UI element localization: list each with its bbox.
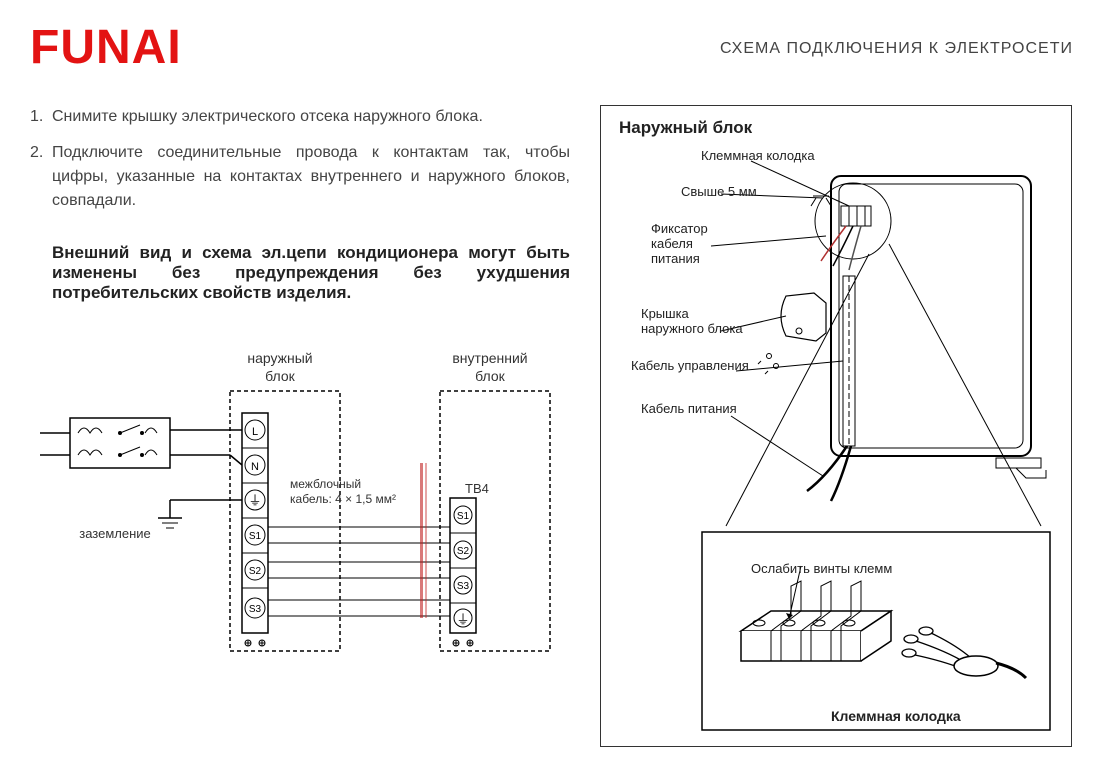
brand-logo: FUNAI (30, 20, 182, 75)
svg-text:S2: S2 (457, 546, 470, 557)
svg-text:S2: S2 (249, 566, 262, 577)
instruction-text: Снимите крышку электрического отсека нар… (52, 105, 483, 129)
svg-text:S3: S3 (249, 604, 262, 615)
warning-text: Внешний вид и схема эл.цепи кондиционера… (52, 243, 570, 303)
terminal-block-label-2: Клеммная колодка (831, 708, 961, 724)
svg-text:N: N (251, 461, 259, 473)
svg-text:L: L (252, 426, 258, 438)
indoor-block-label: внутренний (452, 350, 527, 366)
instruction-text: Подключите соединительные провода к конт… (52, 141, 570, 213)
svg-text:S1: S1 (249, 531, 262, 542)
wiring-schematic: наружный блок внутренний блок (30, 343, 570, 663)
instruction-item: 1. Снимите крышку электрического отсека … (30, 105, 570, 129)
cover-label: Крышка наружного блока (641, 306, 743, 336)
page-title: СХЕМА ПОДКЛЮЧЕНИЯ К ЭЛЕКТРОСЕТИ (720, 40, 1073, 58)
loosen-screws-label: Ослабить винты клемм (751, 561, 892, 576)
over-5mm-label: Свыше 5 мм (681, 184, 757, 199)
terminal-block-label: Клеммная колодка (701, 148, 815, 163)
indoor-block-label2: блок (475, 368, 506, 384)
svg-text:⏚: ⏚ (456, 612, 469, 627)
instructions-list: 1. Снимите крышку электрического отсека … (30, 105, 570, 213)
svg-text:ТВ4: ТВ4 (465, 481, 489, 496)
cable-fixer-label: Фиксатор кабеля питания (651, 221, 708, 266)
outdoor-block-label2: блок (265, 368, 296, 384)
outdoor-terminals: L N ⏚ S1 S2 S3 (242, 413, 268, 646)
right-diagram-panel: Наружный блок (600, 105, 1072, 747)
power-cable-label: Кабель питания (641, 401, 737, 416)
svg-text:S3: S3 (457, 581, 470, 592)
instruction-number: 2. (30, 141, 52, 213)
outdoor-unit-diagram (601, 136, 1071, 546)
instruction-number: 1. (30, 105, 52, 129)
cable-label-1: межблочный (290, 477, 361, 491)
svg-text:⏚: ⏚ (248, 493, 261, 508)
ground-label: заземление (79, 526, 151, 541)
outdoor-block-frame (230, 391, 340, 651)
cable-label-2: кабель: 4 × 1,5 мм² (290, 492, 396, 506)
control-cable-label: Кабель управления (631, 358, 749, 373)
svg-text:S1: S1 (457, 511, 470, 522)
power-input (70, 418, 170, 468)
indoor-terminals: ТВ4 S1 S2 S3 ⏚ (450, 481, 489, 646)
outdoor-block-label: наружный (247, 350, 312, 366)
outdoor-unit-title: Наружный блок (619, 118, 752, 138)
instruction-item: 2. Подключите соединительные провода к к… (30, 141, 570, 213)
